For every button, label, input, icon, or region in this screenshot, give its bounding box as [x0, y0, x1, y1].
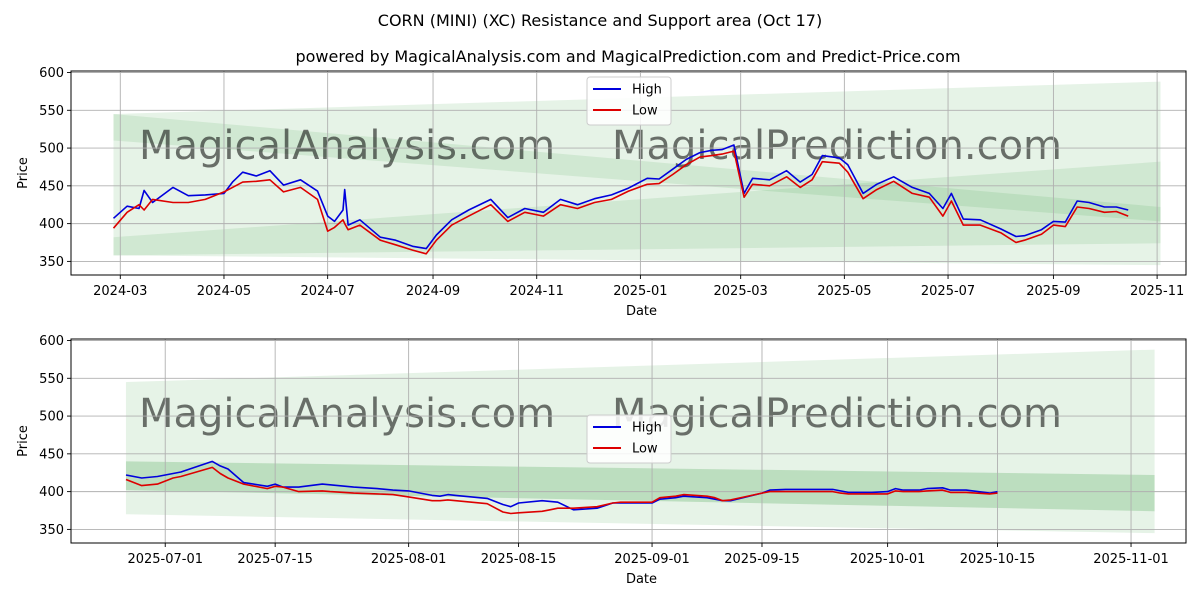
legend-label-high: High — [632, 421, 662, 436]
resistance-band — [113, 114, 1161, 222]
x-tick-label: 2024-07 — [300, 284, 354, 299]
y-tick-label: 400 — [39, 217, 64, 232]
x-tick-label: 2025-08-01 — [371, 552, 447, 567]
y-tick-label: 550 — [39, 372, 64, 387]
low-series-line — [125, 466, 998, 515]
x-tick-label: 2025-11-01 — [1093, 552, 1169, 567]
x-tick-label: 2025-03 — [714, 284, 768, 299]
series-layer — [125, 460, 998, 515]
legend-label-high: High — [632, 83, 662, 98]
y-axis-label: Price — [16, 425, 31, 457]
x-axis-label: Date — [626, 572, 657, 587]
x-tick-label: 2025-09 — [1026, 284, 1080, 299]
y-tick-label: 500 — [39, 142, 64, 157]
x-tick-label: 2025-10-15 — [960, 552, 1036, 567]
legend-label-low: Low — [632, 442, 658, 457]
x-tick-label: 2025-05 — [817, 284, 871, 299]
figure-title: CORN (MINI) (XC) Resistance and Support … — [378, 11, 822, 30]
x-axis-label: Date — [626, 304, 657, 319]
y-tick-label: 600 — [39, 334, 64, 349]
x-tick-label: 2025-09-15 — [724, 552, 800, 567]
y-tick-label: 400 — [39, 485, 64, 500]
y-tick-label: 500 — [39, 410, 64, 425]
watermark-text: MagicalAnalysis.com — [139, 391, 555, 437]
x-tick-label: 2024-11 — [510, 284, 564, 299]
y-tick-label: 550 — [39, 104, 64, 119]
outer-band — [113, 81, 1161, 266]
x-tick-label: 2024-03 — [93, 284, 147, 299]
x-tick-label: 2025-01 — [613, 284, 667, 299]
low-series-line — [112, 150, 1129, 255]
x-tick-label: 2025-07-15 — [237, 552, 313, 567]
y-tick-label: 350 — [39, 523, 64, 538]
x-tick-label: 2025-09-01 — [614, 552, 690, 567]
legend: High Low — [586, 76, 672, 126]
legend: High Low — [586, 414, 672, 464]
y-tick-label: 350 — [39, 255, 64, 270]
watermark-text: MagicalPrediction.com — [612, 391, 1062, 437]
x-tick-label: 2025-11 — [1130, 284, 1184, 299]
y-axis-label: Price — [16, 157, 31, 189]
plot-frame — [70, 70, 1187, 276]
y-tick-label: 450 — [39, 447, 64, 462]
x-tick-label: 2025-10-01 — [850, 552, 926, 567]
plot-frame — [70, 338, 1187, 544]
bottom-chart-panel: MagicalAnalysis.com MagicalPrediction.com… — [16, 334, 1187, 587]
y-tick-label: 600 — [39, 66, 64, 81]
series-layer — [112, 144, 1129, 255]
support-band — [125, 461, 1155, 512]
high-series-line — [112, 144, 1129, 250]
figure-subtitle: powered by MagicalAnalysis.com and Magic… — [295, 47, 960, 66]
x-tick-label: 2024-09 — [406, 284, 460, 299]
watermark-text: MagicalAnalysis.com — [139, 123, 555, 169]
x-tick-label: 2025-07-01 — [127, 552, 203, 567]
resistance-band — [125, 461, 1155, 512]
y-tick-label: 450 — [39, 179, 64, 194]
watermark-text: MagicalPrediction.com — [612, 123, 1062, 169]
x-tick-label: 2025-08-15 — [481, 552, 557, 567]
x-tick-label: 2025-07 — [921, 284, 975, 299]
x-tick-label: 2024-05 — [197, 284, 251, 299]
legend-label-low: Low — [632, 104, 658, 119]
top-chart-panel: MagicalAnalysis.com MagicalPrediction.com… — [16, 66, 1187, 319]
high-series-line — [125, 460, 998, 511]
